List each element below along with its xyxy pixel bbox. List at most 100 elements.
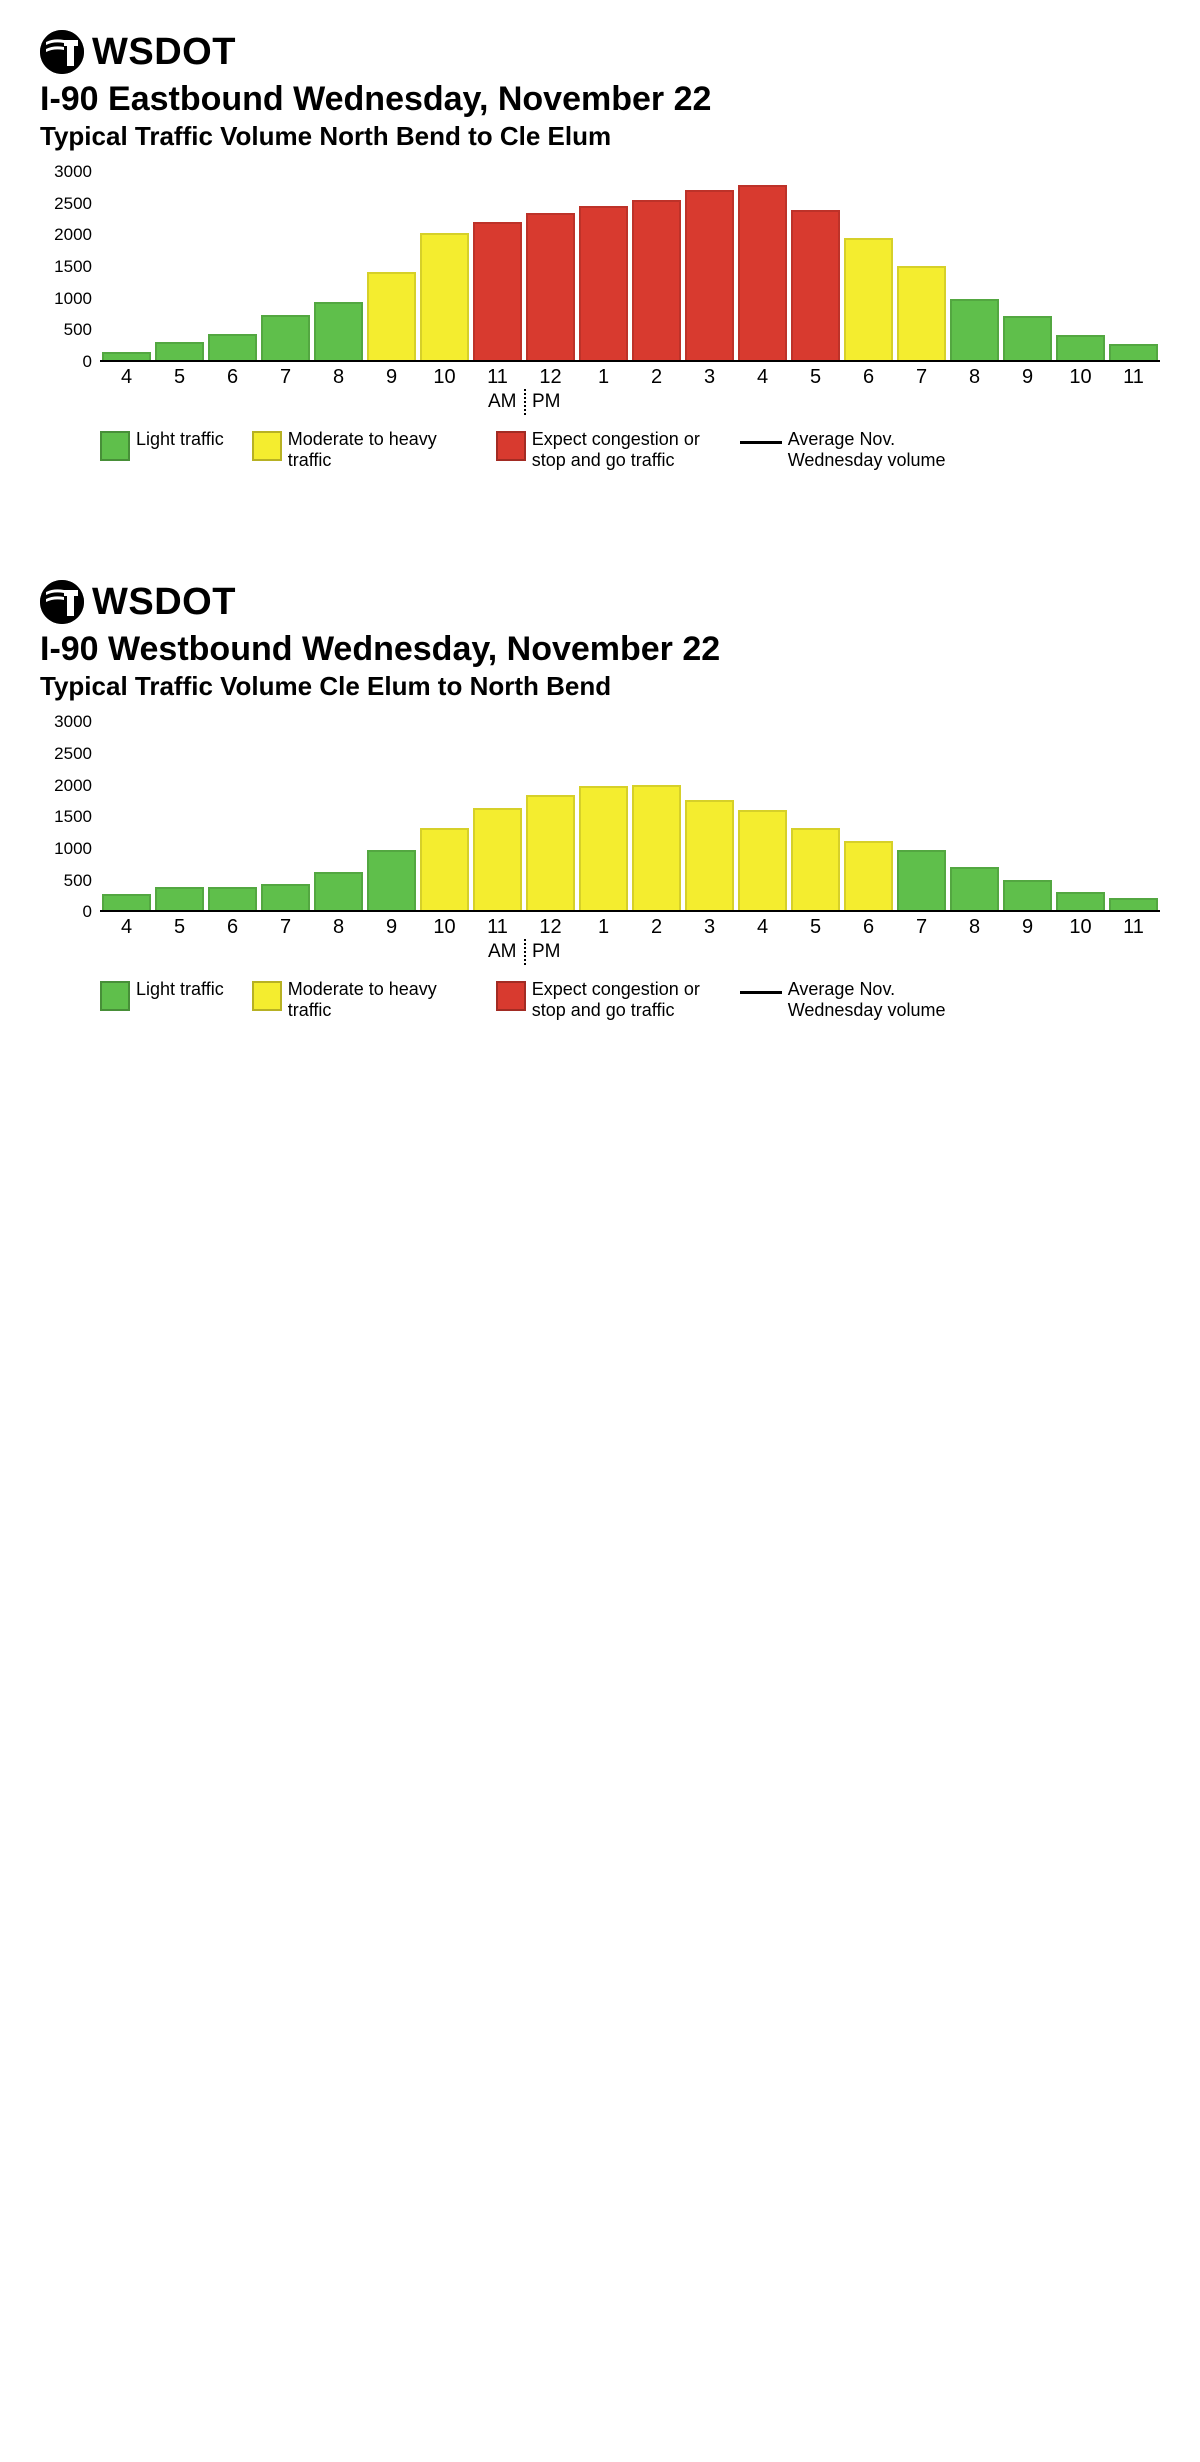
wsdot-logo-icon: [40, 580, 84, 624]
x-tick: 2: [632, 916, 681, 939]
y-tick: 2500: [54, 194, 92, 214]
am-label: AM: [488, 941, 517, 963]
x-tick: 8: [950, 366, 999, 389]
x-tick: 10: [420, 916, 469, 939]
y-tick: 1500: [54, 807, 92, 827]
bar: [1056, 892, 1105, 911]
am-pm-row: AMPM: [100, 391, 1160, 421]
bar: [1056, 335, 1105, 360]
bar: [473, 222, 522, 360]
y-axis: 050010001500200025003000: [40, 722, 100, 912]
logo-row: WSDOT: [40, 580, 1160, 624]
y-tick: 2000: [54, 225, 92, 245]
bar: [897, 266, 946, 360]
legend-light: Light traffic: [100, 429, 224, 461]
x-tick: 9: [1003, 366, 1052, 389]
x-tick: 7: [261, 916, 310, 939]
legend-label: Expect congestion or stop and go traffic: [532, 979, 712, 1020]
legend-line-swatch: [740, 441, 782, 444]
bar: [208, 887, 257, 911]
bar: [738, 810, 787, 910]
bar: [1003, 880, 1052, 910]
x-tick: 5: [155, 916, 204, 939]
bar: [791, 210, 840, 360]
bar: [632, 200, 681, 360]
legend-average: Average Nov. Wednesday volume: [740, 429, 968, 470]
x-tick: 8: [314, 916, 363, 939]
y-tick: 1000: [54, 839, 92, 859]
bar: [155, 342, 204, 360]
bar: [261, 884, 310, 910]
legend-moderate: Moderate to heavy traffic: [252, 429, 468, 470]
x-tick: 7: [261, 366, 310, 389]
bars-row: [100, 722, 1160, 910]
plot: [100, 722, 1160, 912]
bar: [738, 185, 787, 360]
x-tick: 6: [208, 366, 257, 389]
chart-plot-area: 050010001500200025003000: [40, 722, 1160, 912]
x-tick: 1: [579, 366, 628, 389]
chart-plot-area: 050010001500200025003000: [40, 172, 1160, 362]
y-axis: 050010001500200025003000: [40, 172, 100, 362]
x-tick: 6: [844, 366, 893, 389]
bars-row: [100, 172, 1160, 360]
logo-text: WSDOT: [92, 581, 236, 624]
legend-label: Average Nov. Wednesday volume: [788, 979, 968, 1020]
bar: [261, 315, 310, 360]
am-pm-row: AM PM: [100, 941, 1160, 971]
y-tick: 3000: [54, 712, 92, 732]
x-tick: 8: [950, 916, 999, 939]
x-tick: 10: [1056, 916, 1105, 939]
bar: [1003, 316, 1052, 360]
bar: [314, 872, 363, 911]
x-tick: 8: [314, 366, 363, 389]
bar: [844, 238, 893, 360]
bar: [420, 828, 469, 911]
y-tick: 2000: [54, 776, 92, 796]
legend-average: Average Nov. Wednesday volume: [740, 979, 968, 1020]
legend-label: Moderate to heavy traffic: [288, 429, 468, 470]
pm-label: PM: [532, 941, 561, 963]
x-tick: 12: [526, 916, 575, 939]
bar: [897, 850, 946, 910]
bar: [1109, 898, 1158, 910]
legend-moderate: Moderate to heavy traffic: [252, 979, 468, 1020]
chart-title: I-90 Westbound Wednesday, November 22: [40, 630, 1160, 669]
logo-row: WSDOT: [40, 30, 1160, 74]
average-line: [100, 172, 1160, 2462]
bar: [685, 190, 734, 360]
logo-text: WSDOT: [92, 31, 236, 74]
legend-congestion: Expect congestion or stop and go traffic: [496, 429, 712, 470]
bar: [1109, 344, 1158, 360]
bar: [526, 213, 575, 360]
legend-label: Average Nov. Wednesday volume: [788, 429, 968, 470]
y-tick: 0: [83, 352, 92, 372]
x-tick: 9: [367, 916, 416, 939]
bar: [579, 786, 628, 910]
x-tick: 4: [738, 916, 787, 939]
legend-swatch: [252, 431, 282, 461]
wsdot-logo-icon: [40, 30, 84, 74]
bar: [685, 800, 734, 910]
x-tick: 4: [102, 366, 151, 389]
x-tick: 10: [420, 366, 469, 389]
y-tick: 3000: [54, 162, 92, 182]
x-tick: 2: [632, 366, 681, 389]
x-tick: 5: [791, 366, 840, 389]
x-axis: 4567891011121234567891011: [100, 916, 1160, 939]
bar: [950, 299, 999, 360]
am-pm-divider: [524, 939, 526, 965]
am-label: AM: [488, 391, 517, 413]
bar: [102, 352, 151, 360]
x-tick: 5: [791, 916, 840, 939]
x-tick: 11: [473, 916, 522, 939]
am-pm-divider: [524, 389, 526, 415]
plot: [100, 172, 1160, 362]
bar: [102, 894, 151, 910]
legend: Light traffic Moderate to heavy traffic Ex…: [100, 979, 1160, 1020]
legend-light: Light traffic: [100, 979, 224, 1011]
legend-label: Light traffic: [136, 979, 224, 1000]
legend-congestion: Expect congestion or stop and go traffic: [496, 979, 712, 1020]
bar: [526, 795, 575, 910]
legend-label: Expect congestion or stop and go traffic: [532, 429, 712, 470]
